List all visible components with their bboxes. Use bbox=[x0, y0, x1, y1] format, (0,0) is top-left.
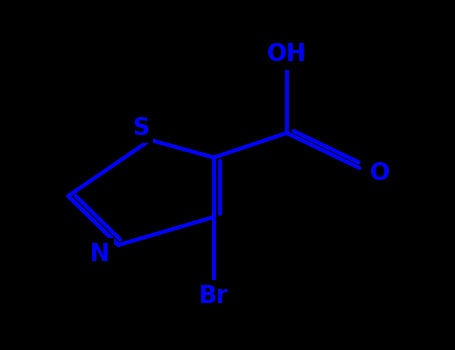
Text: OH: OH bbox=[267, 42, 307, 66]
Text: N: N bbox=[90, 242, 110, 266]
Text: Br: Br bbox=[199, 284, 229, 308]
Text: O: O bbox=[370, 161, 390, 185]
Text: S: S bbox=[132, 116, 150, 140]
